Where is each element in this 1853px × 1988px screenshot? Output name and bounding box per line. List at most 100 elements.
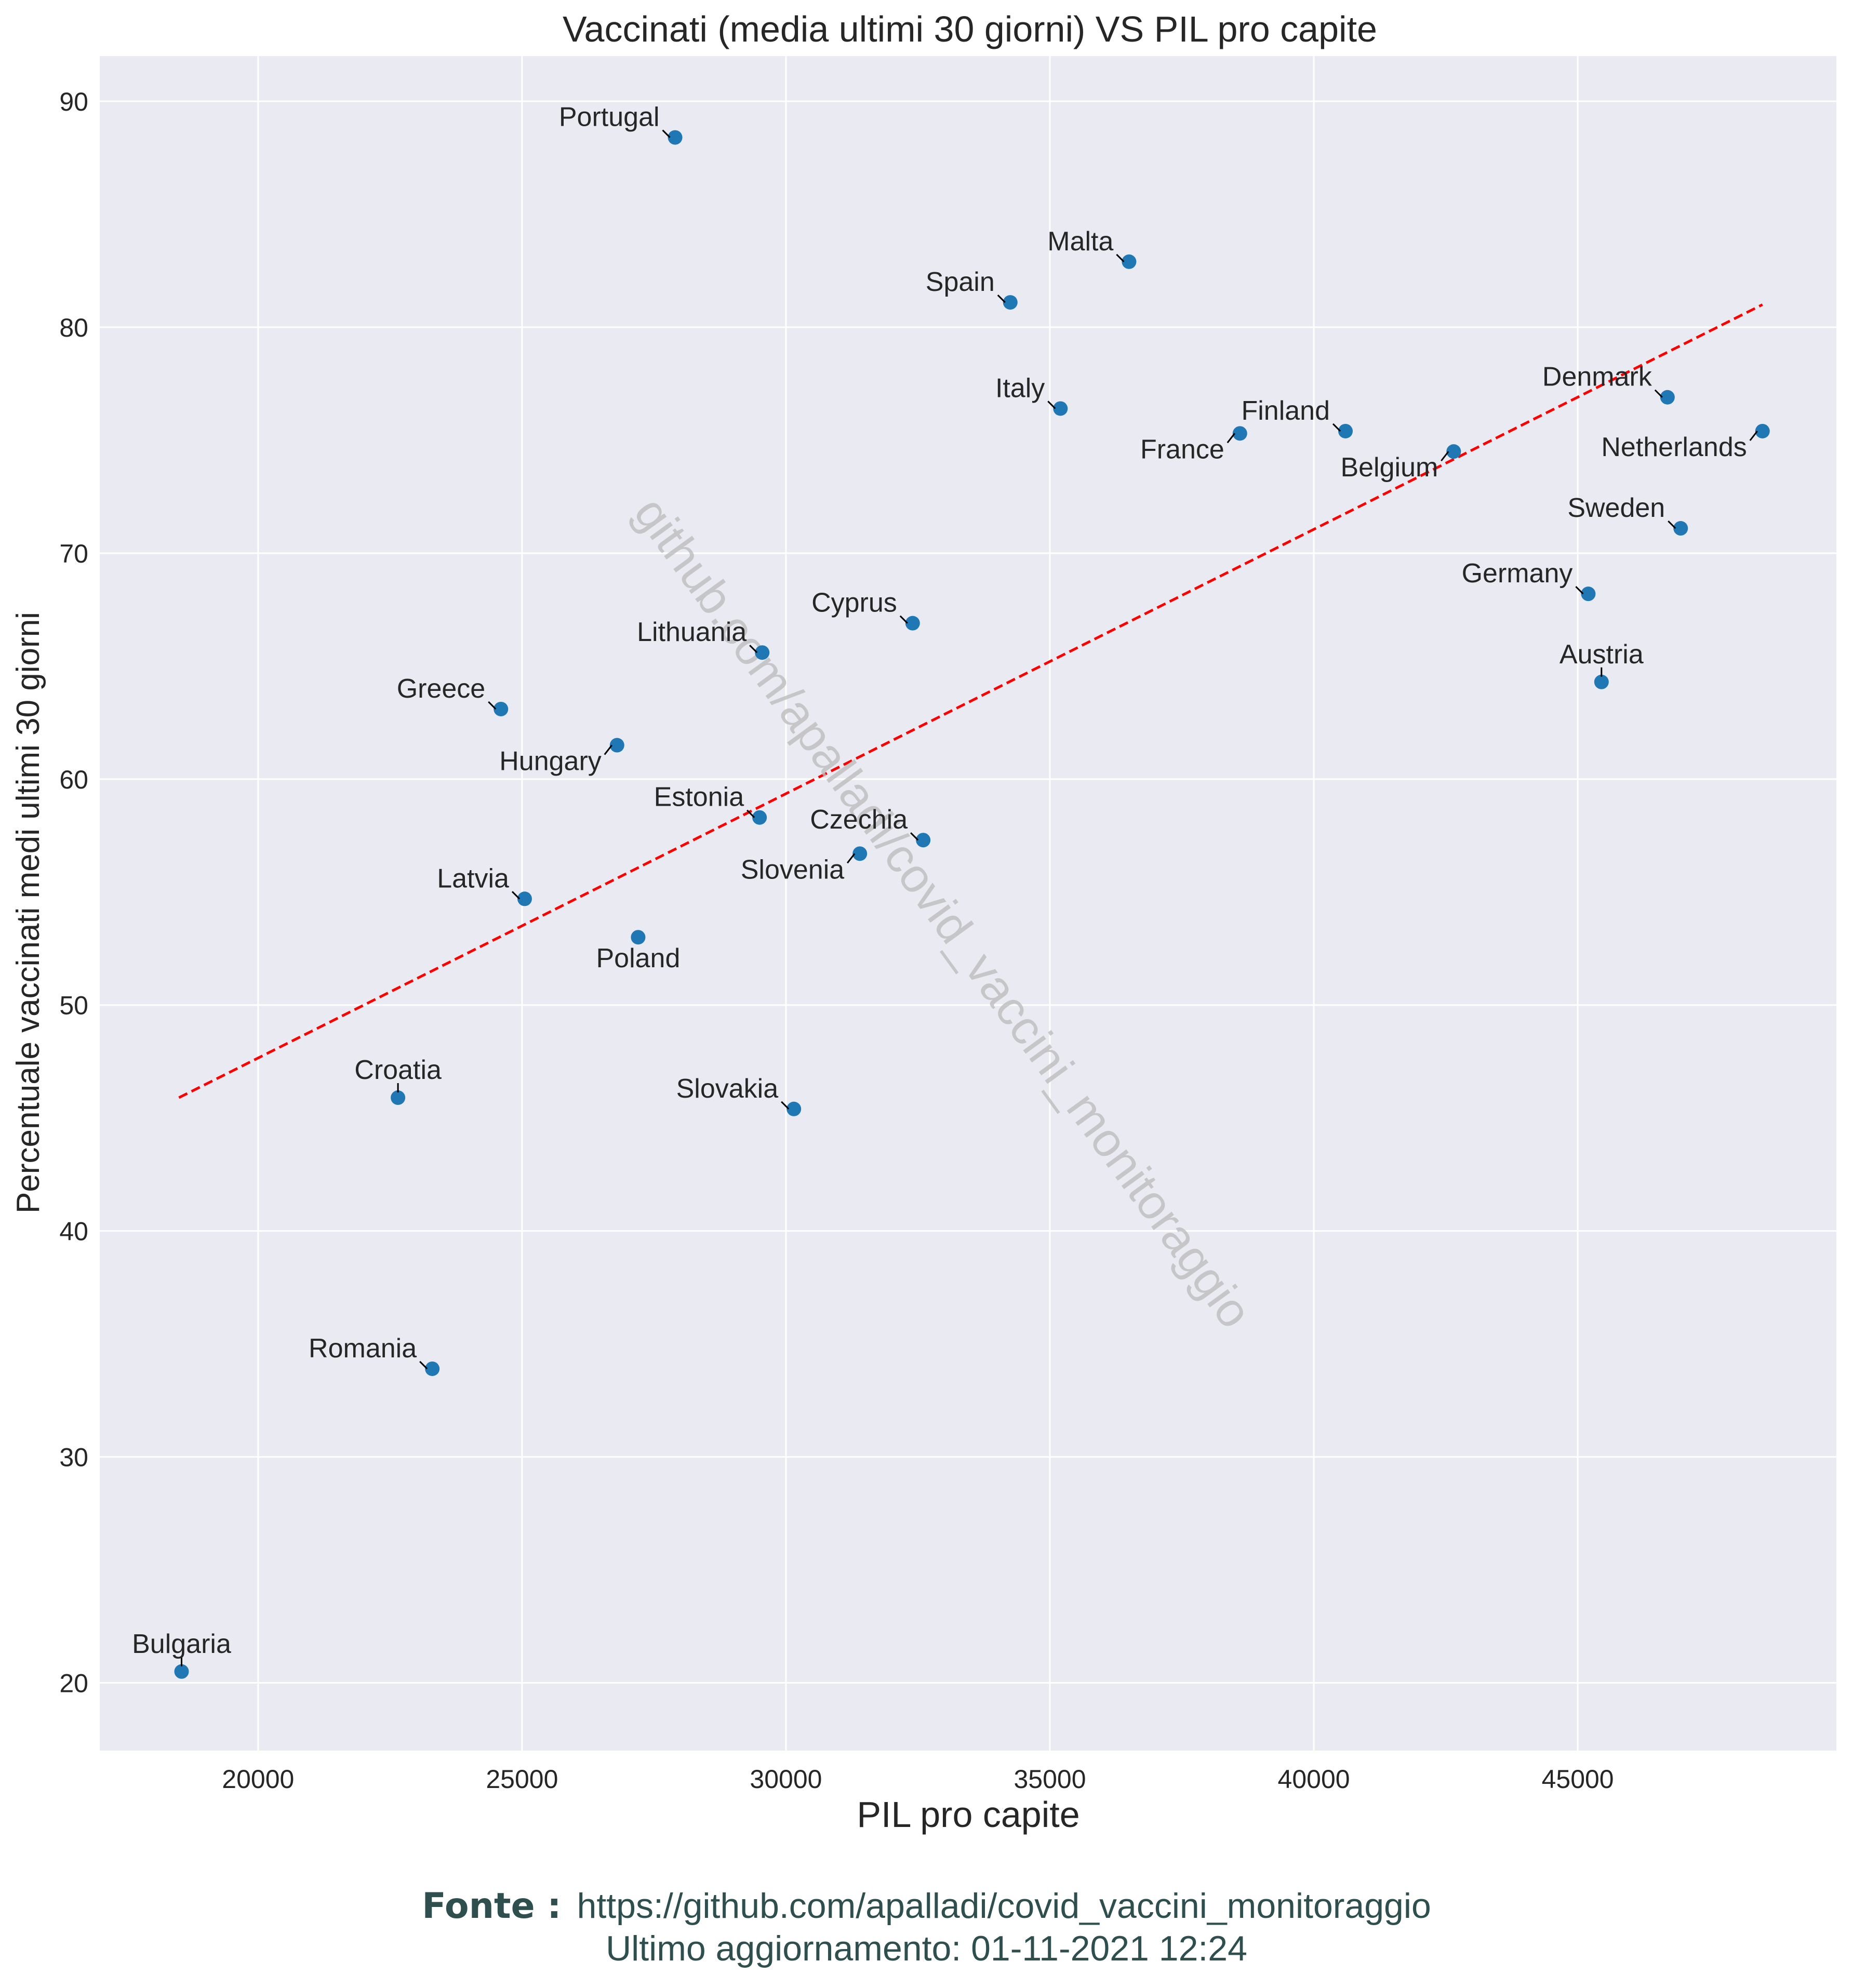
y-tick-label: 50 [59, 991, 88, 1020]
label-latvia: Latvia [437, 863, 509, 893]
point-finland [1338, 423, 1353, 438]
point-denmark [1660, 390, 1675, 405]
y-tick-label: 90 [59, 87, 88, 116]
y-tick-label: 30 [59, 1443, 88, 1472]
label-greece: Greece [397, 674, 486, 704]
point-latvia [517, 891, 532, 906]
arrow-belgium [1441, 451, 1449, 462]
label-czechia: Czechia [810, 805, 908, 835]
x-tick-labels: 20000 25000 30000 35000 40000 45000 [222, 1765, 1614, 1794]
label-germany: Germany [1462, 558, 1573, 589]
footer-source-label: Fonte : [422, 1886, 562, 1927]
y-tick-label: 40 [59, 1217, 88, 1246]
arrow-italy [1047, 401, 1056, 409]
point-cyprus [905, 616, 920, 631]
y-tick-label: 70 [59, 539, 88, 568]
point-germany [1581, 586, 1596, 602]
point-greece [494, 701, 509, 716]
label-slovakia: Slovakia [676, 1074, 779, 1104]
label-denmark: Denmark [1542, 362, 1652, 392]
chart-title: Vaccinati (media ultimi 30 giorni) VS PI… [563, 9, 1377, 49]
arrow-cyprus [899, 615, 908, 624]
point-czechia [916, 833, 931, 848]
point-slovakia [786, 1101, 802, 1116]
point-spain [1003, 295, 1018, 310]
point-lithuania [755, 645, 770, 660]
point-slovenia [852, 846, 868, 861]
x-tick-label: 25000 [486, 1765, 558, 1794]
x-tick-label: 40000 [1278, 1765, 1350, 1794]
trend-line [178, 303, 1763, 1099]
arrow-estonia [746, 809, 755, 818]
point-portugal [668, 130, 683, 145]
label-spain: Spain [926, 267, 995, 297]
label-cyprus: Cyprus [811, 588, 897, 618]
trend-layer [178, 303, 1763, 1099]
footer-source: Fonte : https://github.com/apalladi/covid… [0, 1886, 1853, 1927]
label-romania: Romania [309, 1333, 417, 1364]
y-tick-label: 80 [59, 313, 88, 342]
point-netherlands [1755, 423, 1770, 438]
arrow-finland [1332, 423, 1341, 432]
arrow-lithuania [749, 645, 758, 653]
label-slovenia: Slovenia [741, 855, 845, 885]
arrow-denmark [1654, 389, 1663, 398]
y-tick-label: 20 [59, 1669, 88, 1698]
point-hungary [609, 738, 624, 753]
arrow-slovakia [781, 1101, 790, 1110]
arrow-spain [997, 295, 1006, 303]
label-poland: Poland [596, 943, 680, 973]
label-lithuania: Lithuania [637, 617, 746, 647]
point-austria [1594, 674, 1609, 689]
label-estonia: Estonia [654, 782, 744, 812]
label-austria: Austria [1559, 639, 1644, 670]
footer-source-url: https://github.com/apalladi/covid_vaccin… [577, 1886, 1431, 1926]
point-france [1232, 426, 1247, 441]
labels-layer: Portugal Malta Spain Italy Finland France Belg… [132, 102, 1758, 1666]
x-tick-label: 20000 [222, 1765, 294, 1794]
label-sweden: Sweden [1567, 493, 1665, 523]
label-bulgaria: Bulgaria [132, 1629, 231, 1659]
label-croatia: Croatia [354, 1055, 442, 1085]
x-tick-label: 30000 [750, 1765, 822, 1794]
x-axis-label: PIL pro capite [857, 1794, 1079, 1835]
point-poland [631, 930, 646, 945]
arrow-malta [1116, 253, 1125, 262]
arrow-sweden [1668, 520, 1676, 529]
arrow-latvia [511, 891, 521, 900]
y-tick-label: 60 [59, 765, 88, 794]
y-tick-labels: 20 30 40 50 60 70 80 90 [59, 87, 88, 1698]
point-belgium [1446, 444, 1461, 459]
point-romania [425, 1361, 440, 1376]
label-belgium: Belgium [1340, 452, 1438, 483]
x-tick-label: 35000 [1014, 1765, 1086, 1794]
arrow-greece [488, 701, 497, 710]
label-netherlands: Netherlands [1601, 432, 1747, 462]
label-finland: Finland [1241, 396, 1330, 426]
arrow-portugal [662, 129, 671, 138]
arrow-czechia [910, 832, 919, 841]
point-italy [1053, 401, 1068, 416]
arrow-romania [419, 1360, 428, 1370]
grid-layer [100, 56, 1836, 1751]
arrow-slovenia [847, 853, 856, 864]
plot-background [100, 56, 1836, 1751]
label-malta: Malta [1047, 226, 1113, 257]
point-malta [1122, 254, 1137, 269]
point-croatia [391, 1090, 406, 1105]
label-france: France [1140, 434, 1224, 464]
x-tick-label: 45000 [1542, 1765, 1614, 1794]
arrow-hungary [604, 744, 612, 755]
arrow-netherlands [1749, 431, 1758, 441]
label-hungary: Hungary [499, 746, 602, 777]
footer-updated: Ultimo aggiornamento: 01-11-2021 12:24 [606, 1929, 1247, 1968]
arrow-france [1227, 433, 1235, 444]
point-bulgaria [174, 1664, 189, 1679]
y-axis-label: Percentuale vaccinati medi ultimi 30 gio… [10, 612, 46, 1213]
point-estonia [752, 810, 767, 825]
label-italy: Italy [995, 373, 1045, 403]
arrow-germany [1575, 586, 1584, 595]
label-portugal: Portugal [559, 102, 660, 132]
point-sweden [1673, 521, 1688, 536]
